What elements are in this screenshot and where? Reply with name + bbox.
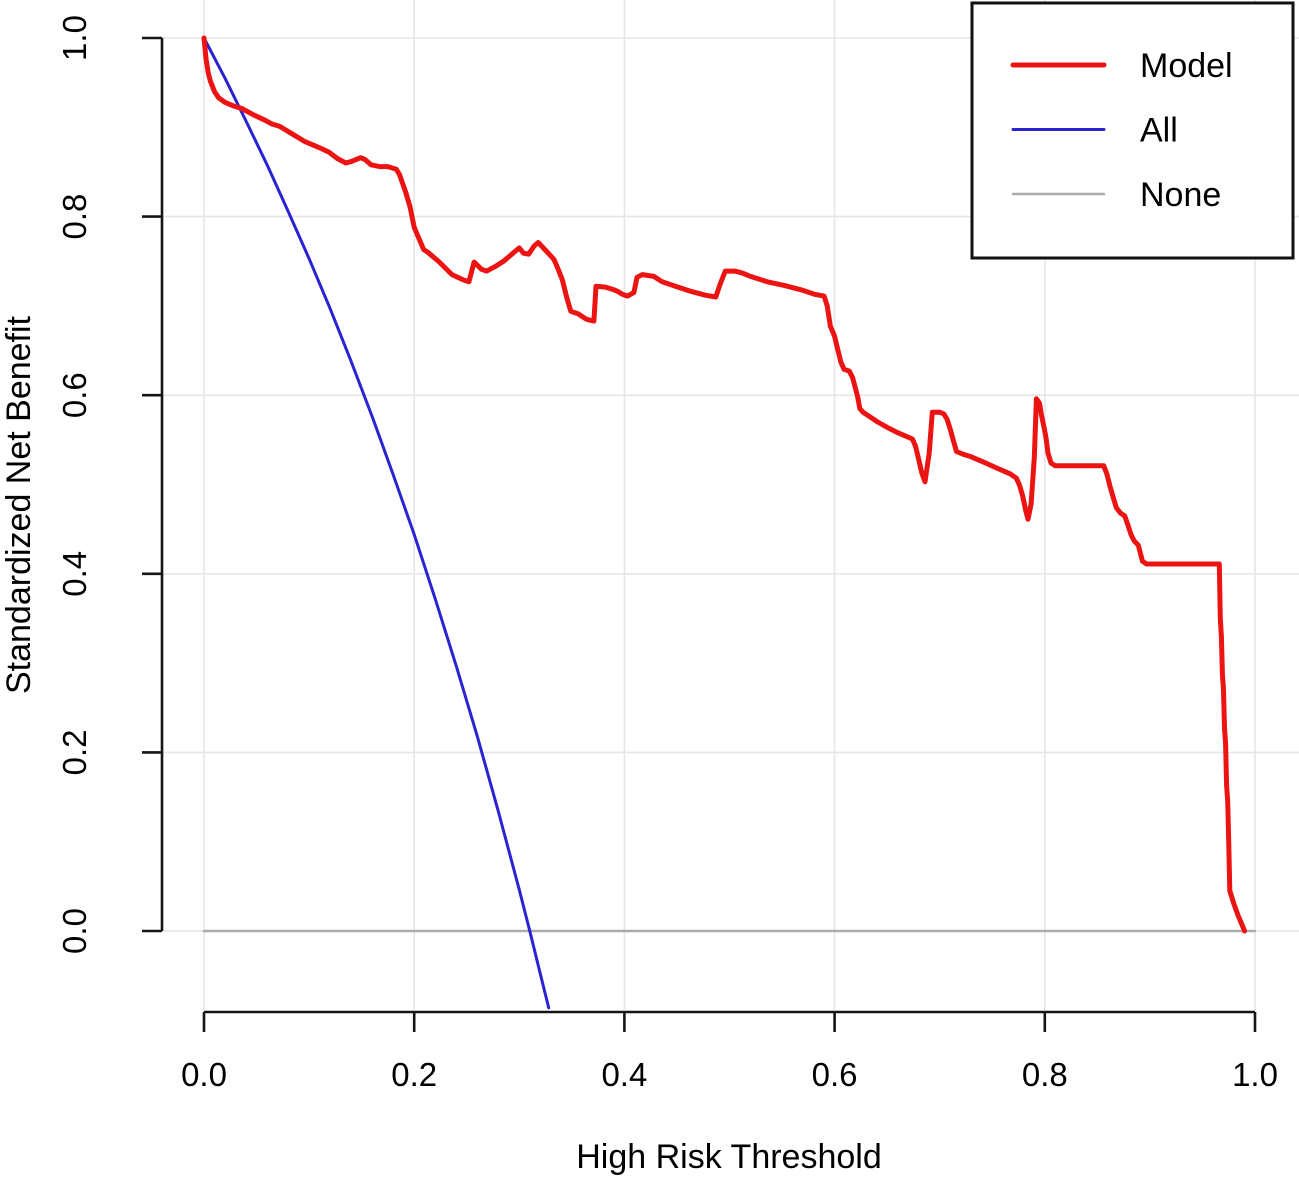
y-tick-label: 0.0: [56, 908, 93, 954]
series-line-all: [202, 36, 551, 1010]
y-tick-label: 0.2: [56, 729, 93, 775]
y-tick-label: 1.0: [56, 15, 93, 61]
x-tick-label: 1.0: [1232, 1056, 1278, 1093]
axes: 0.0 0.2 0.4 0.6 0.8 1.0 0.0 0.2 0.4 0.6 0.8 1.0: [56, 15, 1278, 1093]
x-tick-label: 0.6: [812, 1056, 858, 1093]
y-tick-label: 0.4: [56, 551, 93, 597]
x-tick-label: 0.8: [1022, 1056, 1068, 1093]
x-axis-title: High Risk Threshold: [576, 1138, 882, 1176]
x-tick-label: 0.4: [601, 1056, 647, 1093]
x-tick-label: 0.2: [391, 1056, 437, 1093]
legend-label-model: Model: [1140, 47, 1233, 85]
x-tick-label: 0.0: [181, 1056, 227, 1093]
y-axis-title: Standardized Net Benefit: [0, 315, 38, 694]
y-tick-label: 0.8: [56, 194, 93, 240]
legend-label-all: All: [1140, 112, 1178, 150]
legend: Model All None: [970, 1, 1295, 260]
y-tick-label: 0.6: [56, 372, 93, 418]
legend-label-none: None: [1140, 176, 1221, 214]
series-lines: [201, 35, 1257, 1010]
series-line-model: [201, 35, 1247, 934]
